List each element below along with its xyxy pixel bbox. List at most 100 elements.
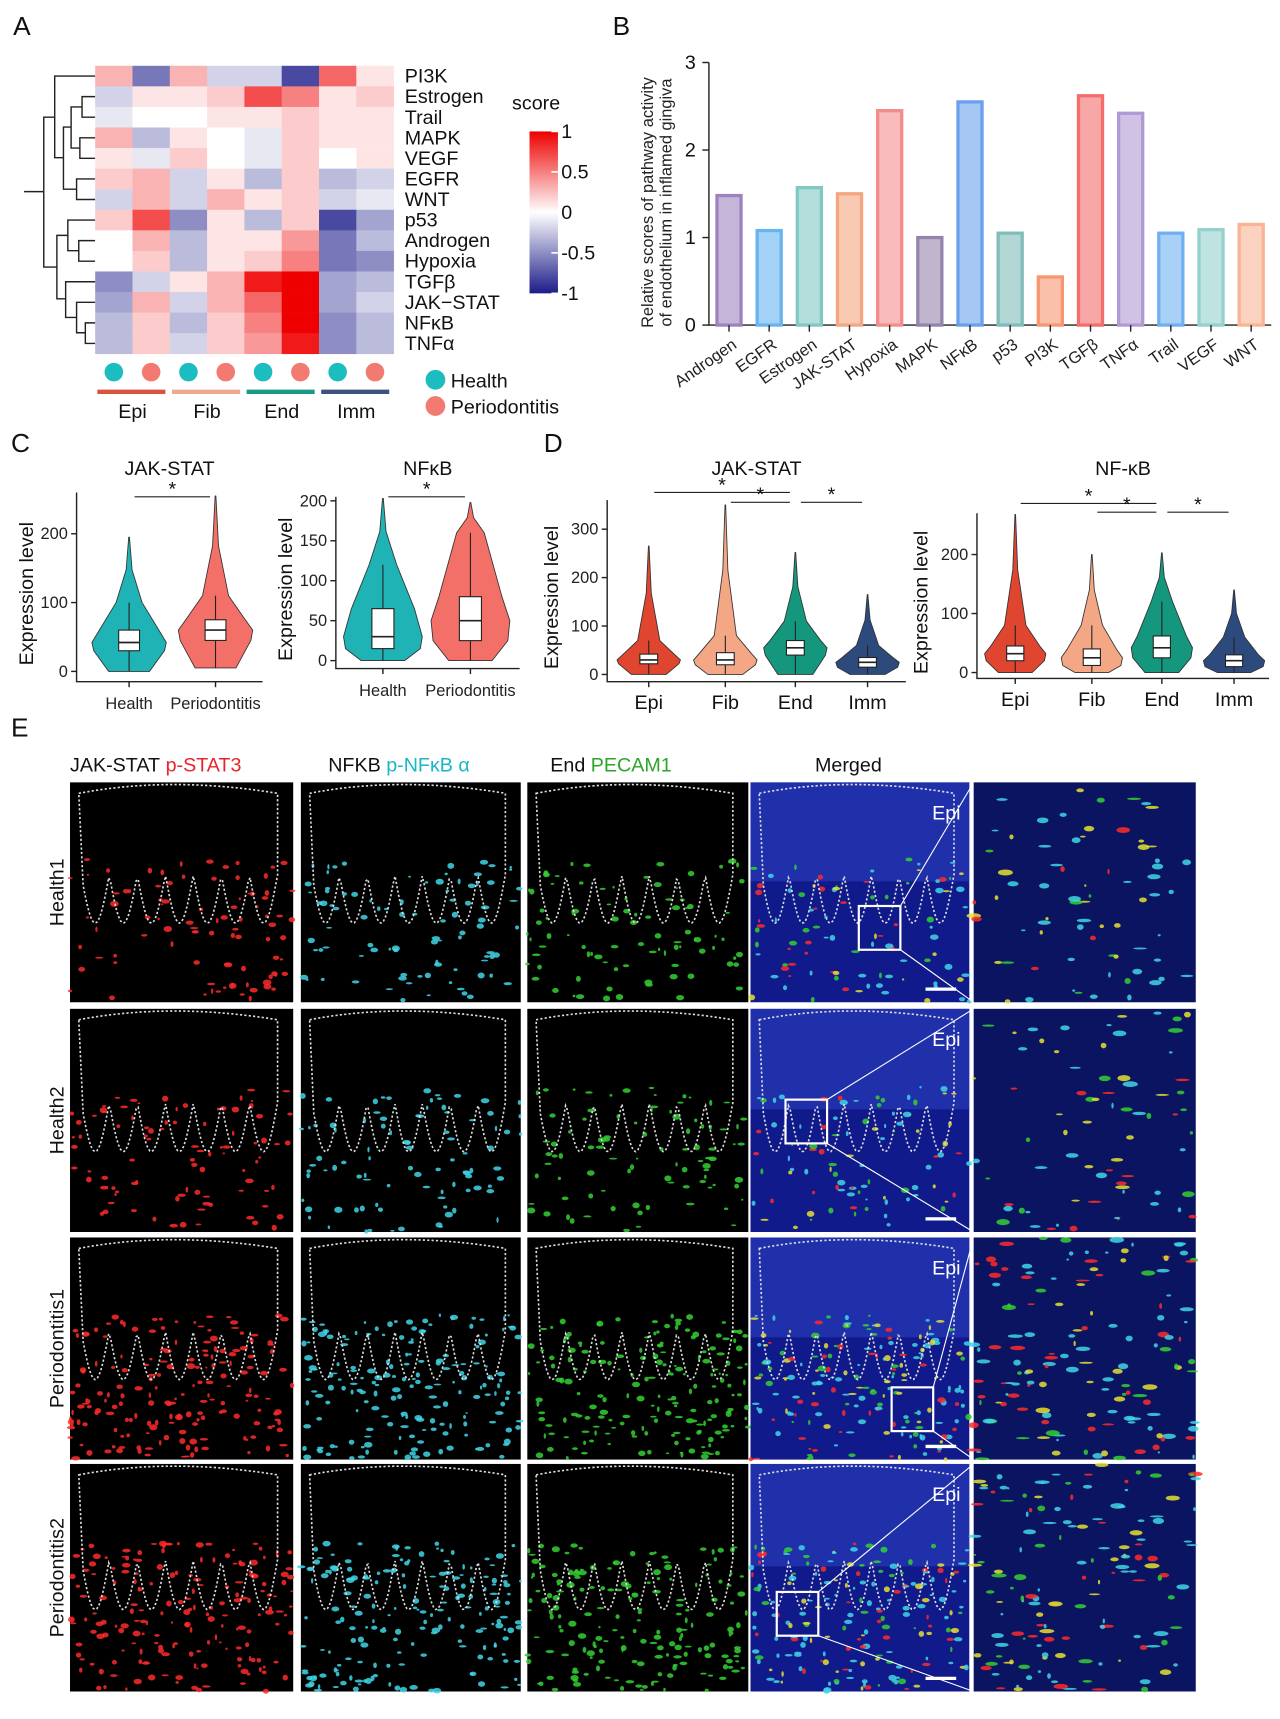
speckle	[195, 1687, 202, 1693]
speckle	[230, 932, 235, 938]
speckle	[318, 948, 324, 952]
speckle	[1092, 1518, 1103, 1521]
speckle	[527, 1547, 531, 1554]
speckle	[1022, 1637, 1026, 1640]
speckle	[674, 1325, 679, 1331]
speckle	[931, 1576, 935, 1583]
speckle	[611, 916, 619, 922]
epithelium-tint	[750, 1463, 970, 1567]
speckle	[945, 1627, 951, 1633]
speckle	[507, 1314, 510, 1317]
speckle	[306, 1341, 311, 1344]
speckle	[940, 1086, 948, 1092]
speckle	[1152, 1517, 1165, 1524]
speckle	[437, 1608, 444, 1612]
speckle	[837, 1095, 843, 1101]
speckle	[249, 1569, 252, 1574]
speckle	[774, 917, 777, 924]
speckle	[246, 1629, 252, 1634]
speckle	[595, 1635, 603, 1641]
speckle	[1036, 1436, 1051, 1440]
speckle	[266, 1593, 273, 1597]
speckle	[325, 1452, 332, 1457]
micrograph	[973, 1008, 1196, 1233]
colorbar-title: score	[512, 93, 560, 115]
speckle	[846, 1676, 855, 1680]
speckle	[509, 899, 518, 902]
speckle	[707, 1399, 713, 1405]
speckle	[1089, 994, 1098, 999]
speckle	[222, 986, 227, 990]
speckle	[116, 1448, 124, 1454]
speckle	[1000, 1499, 1015, 1502]
y-tick-label: 200	[300, 492, 327, 510]
speckle	[143, 1661, 149, 1664]
speckle	[175, 1414, 183, 1421]
heatmap-cell	[281, 333, 320, 355]
speckle	[1027, 1027, 1039, 1032]
speckle	[685, 1608, 690, 1612]
speckle	[438, 1448, 444, 1455]
speckle	[489, 1592, 499, 1596]
speckle	[428, 1395, 438, 1399]
column-header: Merged	[815, 754, 882, 776]
speckle	[111, 1566, 116, 1570]
speckle	[70, 1423, 74, 1427]
speckle	[111, 1445, 116, 1449]
speckle	[794, 1653, 802, 1657]
speckle	[343, 1591, 352, 1596]
speckle	[667, 1398, 673, 1401]
speckle	[1024, 1332, 1036, 1338]
speckle	[1185, 1260, 1197, 1263]
speckle	[308, 891, 312, 894]
speckle	[71, 1456, 80, 1461]
speckle	[671, 1395, 677, 1401]
y-tick-label: 0	[685, 315, 696, 337]
speckle	[571, 1447, 578, 1450]
speckle	[343, 1338, 350, 1341]
speckle	[166, 1364, 175, 1370]
speckle	[418, 1551, 425, 1557]
speckle	[926, 1332, 935, 1336]
heatmap-cell	[281, 292, 320, 313]
speckle	[1134, 1543, 1143, 1546]
speckle	[1044, 1355, 1058, 1360]
speckle	[603, 1137, 611, 1142]
speckle	[465, 1412, 468, 1414]
speckle	[248, 995, 252, 1002]
speckle	[107, 1201, 115, 1205]
speckle	[903, 1415, 909, 1420]
speckle	[1124, 1479, 1129, 1484]
speckle	[248, 1387, 252, 1394]
heatmap-cell	[281, 65, 320, 87]
speckle	[320, 1649, 325, 1651]
speckle	[310, 1368, 318, 1371]
speckle	[514, 1620, 523, 1625]
speckle	[853, 1099, 859, 1102]
violin	[616, 545, 681, 675]
speckle	[1039, 883, 1050, 889]
speckle	[308, 1370, 313, 1373]
speckle	[994, 895, 999, 901]
speckle	[1142, 1384, 1158, 1390]
speckle	[411, 1326, 418, 1331]
speckle	[731, 1669, 740, 1673]
speckle	[995, 1401, 1003, 1404]
speckle	[533, 1636, 540, 1639]
speckle	[753, 1586, 761, 1592]
speckle	[1003, 1661, 1013, 1664]
speckle	[87, 1170, 92, 1173]
speckle	[904, 1687, 910, 1690]
heatmap-cell	[207, 148, 245, 169]
speckle	[558, 1152, 564, 1159]
speckle	[161, 1674, 169, 1677]
speckle	[434, 1094, 441, 1097]
speckle	[676, 1598, 685, 1602]
speckle	[671, 1433, 676, 1437]
heatmap-cell	[95, 271, 133, 293]
speckle	[219, 1601, 225, 1606]
speckle	[948, 877, 952, 880]
speckle	[664, 1323, 671, 1329]
speckle	[644, 979, 653, 986]
speckle	[373, 1111, 381, 1114]
